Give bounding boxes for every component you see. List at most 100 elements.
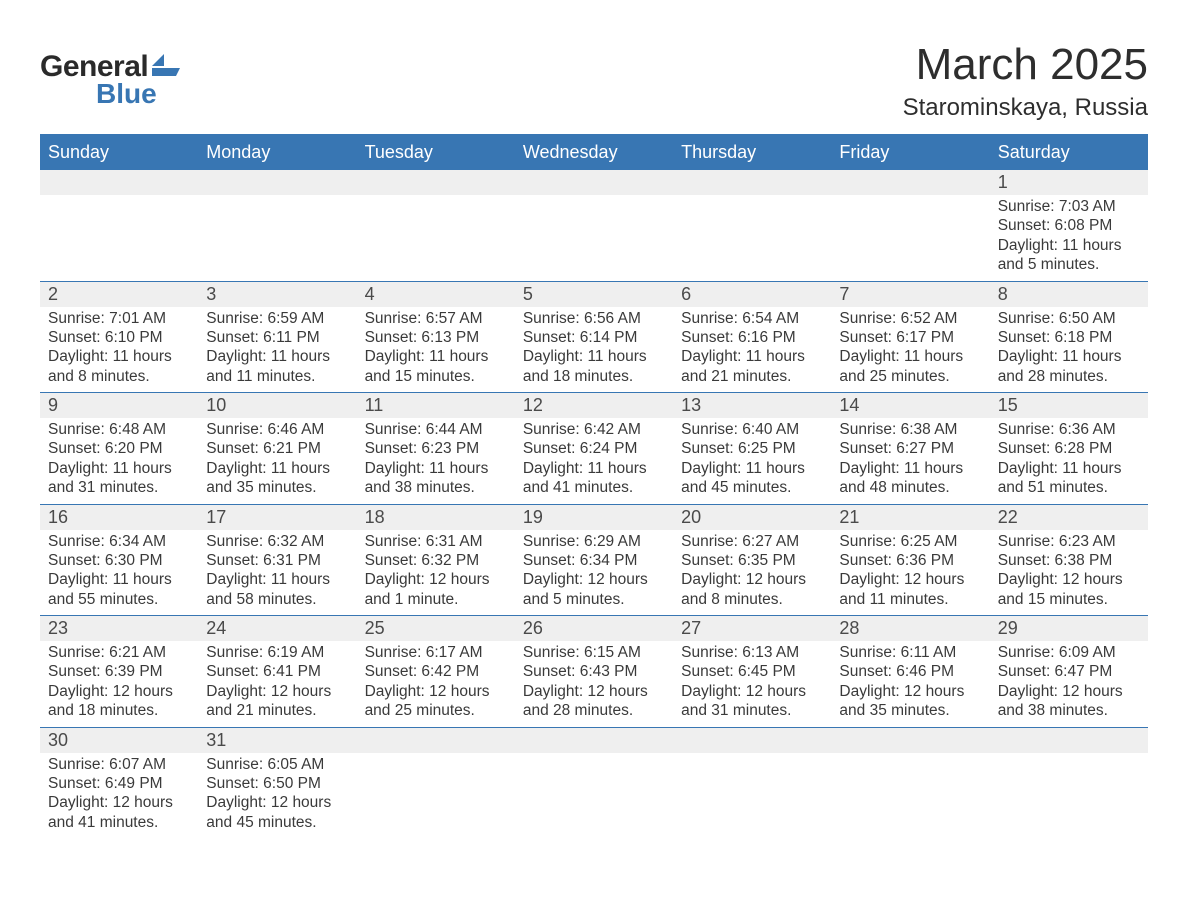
- day-cell-detail: [990, 753, 1148, 839]
- sunrise-text: Sunrise: 6:59 AM: [206, 309, 348, 328]
- day-number: 15: [990, 393, 1148, 418]
- sunrise-text: Sunrise: 6:48 AM: [48, 420, 190, 439]
- dayl1-text: Daylight: 12 hours: [523, 570, 665, 589]
- day-cell-detail: Sunrise: 6:27 AMSunset: 6:35 PMDaylight:…: [673, 530, 831, 616]
- dayl2-text: and 21 minutes.: [681, 367, 823, 386]
- sunset-text: Sunset: 6:08 PM: [998, 216, 1140, 235]
- daynum-row: 16171819202122: [40, 504, 1148, 530]
- day-number: 3: [198, 282, 356, 307]
- day-cell-detail: Sunrise: 6:46 AMSunset: 6:21 PMDaylight:…: [198, 418, 356, 504]
- day-number: 10: [198, 393, 356, 418]
- sunrise-text: Sunrise: 6:50 AM: [998, 309, 1140, 328]
- sunrise-text: Sunrise: 6:56 AM: [523, 309, 665, 328]
- day-cell-detail: Sunrise: 6:31 AMSunset: 6:32 PMDaylight:…: [357, 530, 515, 616]
- day-number: [673, 728, 831, 732]
- dayl1-text: Daylight: 11 hours: [206, 459, 348, 478]
- sunrise-text: Sunrise: 7:03 AM: [998, 197, 1140, 216]
- day-number: 4: [357, 282, 515, 307]
- day-number: 6: [673, 282, 831, 307]
- sunset-text: Sunset: 6:32 PM: [365, 551, 507, 570]
- day-number: 26: [515, 616, 673, 641]
- day-cell-detail: Sunrise: 6:23 AMSunset: 6:38 PMDaylight:…: [990, 530, 1148, 616]
- day-number: 13: [673, 393, 831, 418]
- dayl1-text: Daylight: 12 hours: [839, 570, 981, 589]
- month-title: March 2025: [903, 40, 1148, 90]
- day-number: 8: [990, 282, 1148, 307]
- day-cell-detail: Sunrise: 6:13 AMSunset: 6:45 PMDaylight:…: [673, 641, 831, 727]
- dayl1-text: Daylight: 11 hours: [998, 347, 1140, 366]
- sunset-text: Sunset: 6:14 PM: [523, 328, 665, 347]
- sunrise-text: Sunrise: 6:46 AM: [206, 420, 348, 439]
- day-cell-number: 13: [673, 393, 831, 419]
- sunset-text: Sunset: 6:23 PM: [365, 439, 507, 458]
- dayl2-text: and 11 minutes.: [839, 590, 981, 609]
- day-cell-detail: Sunrise: 7:03 AMSunset: 6:08 PMDaylight:…: [990, 195, 1148, 281]
- day-number: [515, 170, 673, 174]
- sunset-text: Sunset: 6:45 PM: [681, 662, 823, 681]
- sunrise-text: Sunrise: 6:17 AM: [365, 643, 507, 662]
- dayl2-text: and 28 minutes.: [523, 701, 665, 720]
- sunset-text: Sunset: 6:35 PM: [681, 551, 823, 570]
- dayl2-text: and 31 minutes.: [681, 701, 823, 720]
- sunrise-text: Sunrise: 6:19 AM: [206, 643, 348, 662]
- day-cell-number: [990, 727, 1148, 753]
- day-cell-number: 30: [40, 727, 198, 753]
- dayl1-text: Daylight: 12 hours: [523, 682, 665, 701]
- dayl1-text: Daylight: 12 hours: [206, 682, 348, 701]
- daynum-row: 3031: [40, 727, 1148, 753]
- day-cell-detail: Sunrise: 6:52 AMSunset: 6:17 PMDaylight:…: [831, 307, 989, 393]
- day-number: 22: [990, 505, 1148, 530]
- day-cell-detail: Sunrise: 6:11 AMSunset: 6:46 PMDaylight:…: [831, 641, 989, 727]
- dayl1-text: Daylight: 12 hours: [48, 682, 190, 701]
- location: Starominskaya, Russia: [903, 94, 1148, 122]
- dayl2-text: and 38 minutes.: [998, 701, 1140, 720]
- sunset-text: Sunset: 6:38 PM: [998, 551, 1140, 570]
- day-number: [515, 728, 673, 732]
- daynum-row: 2345678: [40, 281, 1148, 307]
- day-cell-number: 9: [40, 393, 198, 419]
- detail-row: Sunrise: 6:07 AMSunset: 6:49 PMDaylight:…: [40, 753, 1148, 839]
- daynum-row: 23242526272829: [40, 616, 1148, 642]
- dayl1-text: Daylight: 12 hours: [365, 682, 507, 701]
- sunset-text: Sunset: 6:27 PM: [839, 439, 981, 458]
- day-cell-detail: Sunrise: 6:54 AMSunset: 6:16 PMDaylight:…: [673, 307, 831, 393]
- sunset-text: Sunset: 6:34 PM: [523, 551, 665, 570]
- dayl2-text: and 48 minutes.: [839, 478, 981, 497]
- sunrise-text: Sunrise: 6:29 AM: [523, 532, 665, 551]
- day-cell-detail: Sunrise: 6:59 AMSunset: 6:11 PMDaylight:…: [198, 307, 356, 393]
- dayl2-text: and 38 minutes.: [365, 478, 507, 497]
- day-cell-number: 6: [673, 281, 831, 307]
- day-cell-number: 5: [515, 281, 673, 307]
- dayl2-text: and 35 minutes.: [839, 701, 981, 720]
- day-number: [831, 728, 989, 732]
- day-number: 24: [198, 616, 356, 641]
- day-cell-number: 27: [673, 616, 831, 642]
- day-cell-detail: Sunrise: 6:44 AMSunset: 6:23 PMDaylight:…: [357, 418, 515, 504]
- day-cell-number: [357, 170, 515, 196]
- day-number: 14: [831, 393, 989, 418]
- sunset-text: Sunset: 6:20 PM: [48, 439, 190, 458]
- day-cell-detail: Sunrise: 6:34 AMSunset: 6:30 PMDaylight:…: [40, 530, 198, 616]
- day-cell-detail: Sunrise: 7:01 AMSunset: 6:10 PMDaylight:…: [40, 307, 198, 393]
- dayl1-text: Daylight: 11 hours: [206, 347, 348, 366]
- sunset-text: Sunset: 6:30 PM: [48, 551, 190, 570]
- day-cell-number: 16: [40, 504, 198, 530]
- day-cell-number: [831, 727, 989, 753]
- day-number: 27: [673, 616, 831, 641]
- sunset-text: Sunset: 6:18 PM: [998, 328, 1140, 347]
- sunrise-text: Sunrise: 6:11 AM: [839, 643, 981, 662]
- day-number: 1: [990, 170, 1148, 195]
- day-cell-number: 28: [831, 616, 989, 642]
- day-cell-number: [673, 170, 831, 196]
- day-cell-detail: [515, 753, 673, 839]
- detail-row: Sunrise: 7:03 AMSunset: 6:08 PMDaylight:…: [40, 195, 1148, 281]
- dayl1-text: Daylight: 11 hours: [523, 347, 665, 366]
- dayl2-text: and 11 minutes.: [206, 367, 348, 386]
- dayl2-text: and 18 minutes.: [48, 701, 190, 720]
- dayl2-text: and 41 minutes.: [523, 478, 665, 497]
- sunrise-text: Sunrise: 6:32 AM: [206, 532, 348, 551]
- dayl1-text: Daylight: 11 hours: [998, 459, 1140, 478]
- day-cell-detail: Sunrise: 6:38 AMSunset: 6:27 PMDaylight:…: [831, 418, 989, 504]
- day-cell-detail: [357, 753, 515, 839]
- sunrise-text: Sunrise: 6:31 AM: [365, 532, 507, 551]
